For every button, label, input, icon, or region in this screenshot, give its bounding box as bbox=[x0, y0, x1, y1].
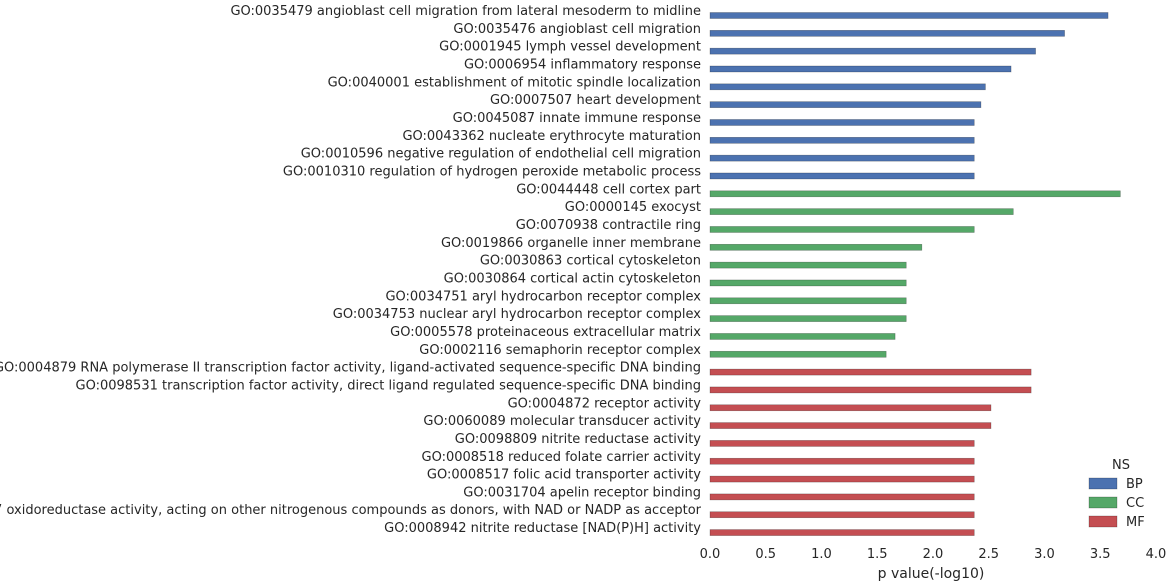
bar-cc bbox=[709, 350, 887, 358]
category-label: GO:0008942 nitrite reductase [NAD(P)H] a… bbox=[384, 521, 701, 536]
x-tick-label: 0.0 bbox=[700, 547, 721, 562]
category-label: GO:0008518 reduced folate carrier activi… bbox=[422, 450, 702, 465]
category-label: GO:0070938 contractile ring bbox=[516, 218, 701, 233]
bar-mf bbox=[709, 422, 992, 429]
bar-bp bbox=[709, 30, 1065, 37]
category-label: GO:0019866 organelle inner membrane bbox=[441, 236, 701, 251]
bar-mf bbox=[709, 368, 1032, 376]
bar-bp bbox=[709, 119, 975, 126]
category-label: GO:0004872 receptor activity bbox=[508, 396, 702, 411]
x-axis-ticks: 0.0 0.5 1.0 1.5 2.0 2.5 3.0 3.5 4.0 bbox=[700, 547, 1167, 562]
category-label: GO:0005578 proteinaceous extracellular m… bbox=[390, 325, 701, 340]
x-tick-label: 1.0 bbox=[811, 547, 832, 562]
legend-label-bp: BP bbox=[1126, 477, 1143, 492]
bar-cc bbox=[709, 315, 907, 322]
bar-mf bbox=[709, 386, 1032, 394]
legend-swatch-bp bbox=[1088, 477, 1118, 490]
category-label: GO:0031704 apelin receptor binding bbox=[463, 485, 701, 500]
bar-mf bbox=[709, 440, 975, 447]
bar-cc bbox=[709, 261, 907, 269]
category-label: GO:0010596 negative regulation of endoth… bbox=[301, 147, 701, 162]
category-label: GO:0035476 angioblast cell migration bbox=[453, 22, 701, 37]
legend: NS BP CC MF bbox=[1088, 458, 1145, 530]
legend-swatch-cc bbox=[1088, 496, 1118, 509]
category-label: GO:0046857 oxidoreductase activity, acti… bbox=[0, 503, 702, 518]
x-tick-label: 1.5 bbox=[867, 547, 888, 562]
bar-cc bbox=[709, 243, 923, 251]
category-label: GO:0000145 exocyst bbox=[565, 200, 701, 215]
category-labels: GO:0035479 angioblast cell migration fro… bbox=[0, 4, 702, 536]
x-tick-label: 2.0 bbox=[923, 547, 944, 562]
legend-label-cc: CC bbox=[1126, 496, 1144, 511]
x-tick-label: 3.0 bbox=[1034, 547, 1055, 562]
x-tick-label: 0.5 bbox=[755, 547, 776, 562]
category-label: GO:0006954 inflammatory response bbox=[464, 57, 701, 72]
category-label: GO:0034753 nuclear aryl hydrocarbon rece… bbox=[333, 307, 702, 322]
category-label: GO:0030863 cortical cytoskeleton bbox=[480, 254, 701, 269]
category-label: GO:0098531 transcription factor activity… bbox=[76, 378, 701, 393]
legend-title: NS bbox=[1112, 458, 1130, 473]
bar-mf bbox=[709, 511, 975, 519]
category-label: GO:0044448 cell cortex part bbox=[516, 182, 701, 197]
category-label: GO:0040001 establishment of mitotic spin… bbox=[328, 75, 701, 90]
bar-mf bbox=[709, 404, 992, 412]
category-label: GO:0004879 RNA polymerase II transcripti… bbox=[0, 361, 701, 376]
bar-mf bbox=[709, 529, 975, 536]
bar-bp bbox=[709, 12, 1109, 19]
category-label: GO:0060089 molecular transducer activity bbox=[423, 414, 701, 429]
bar-cc bbox=[709, 297, 907, 305]
legend-swatch-mf bbox=[1088, 515, 1118, 528]
bar-bp bbox=[709, 154, 975, 162]
x-axis-label: p value(-log10) bbox=[878, 566, 985, 582]
bar-cc bbox=[709, 208, 1014, 215]
category-label: GO:0001945 lymph vessel development bbox=[439, 40, 701, 55]
category-label: GO:0008517 folic acid transporter activi… bbox=[427, 468, 701, 483]
category-label: GO:0034751 aryl hydrocarbon receptor com… bbox=[385, 289, 701, 304]
category-label: GO:0002116 semaphorin receptor complex bbox=[419, 343, 701, 358]
bar-mf bbox=[709, 457, 975, 465]
category-label: GO:0007507 heart development bbox=[490, 93, 701, 108]
bar-cc bbox=[709, 333, 896, 340]
bar-bp bbox=[709, 47, 1036, 55]
category-label: GO:0098809 nitrite reductase activity bbox=[455, 432, 702, 447]
bar-bp bbox=[709, 65, 1012, 73]
x-tick-label: 2.5 bbox=[978, 547, 999, 562]
category-label: GO:0045087 innate immune response bbox=[453, 111, 701, 126]
bar-bp bbox=[709, 137, 975, 144]
bar-mf bbox=[709, 493, 975, 501]
x-tick-label: 4.0 bbox=[1146, 547, 1167, 562]
bar-bp bbox=[709, 172, 975, 180]
bar-cc bbox=[709, 226, 975, 233]
bar-bp bbox=[709, 83, 986, 91]
x-tick-label: 3.5 bbox=[1090, 547, 1111, 562]
category-label: GO:0010310 regulation of hydrogen peroxi… bbox=[283, 164, 701, 179]
category-label: GO:0030864 cortical actin cytoskeleton bbox=[444, 271, 701, 286]
bars-layer bbox=[709, 12, 1121, 536]
bar-mf bbox=[709, 475, 975, 483]
bar-bp bbox=[709, 101, 982, 108]
legend-label-mf: MF bbox=[1126, 515, 1145, 530]
bar-cc bbox=[709, 279, 907, 287]
category-label: GO:0035479 angioblast cell migration fro… bbox=[230, 4, 701, 19]
bar-cc bbox=[709, 190, 1121, 198]
category-label: GO:0043362 nucleate erythrocyte maturati… bbox=[402, 129, 701, 144]
